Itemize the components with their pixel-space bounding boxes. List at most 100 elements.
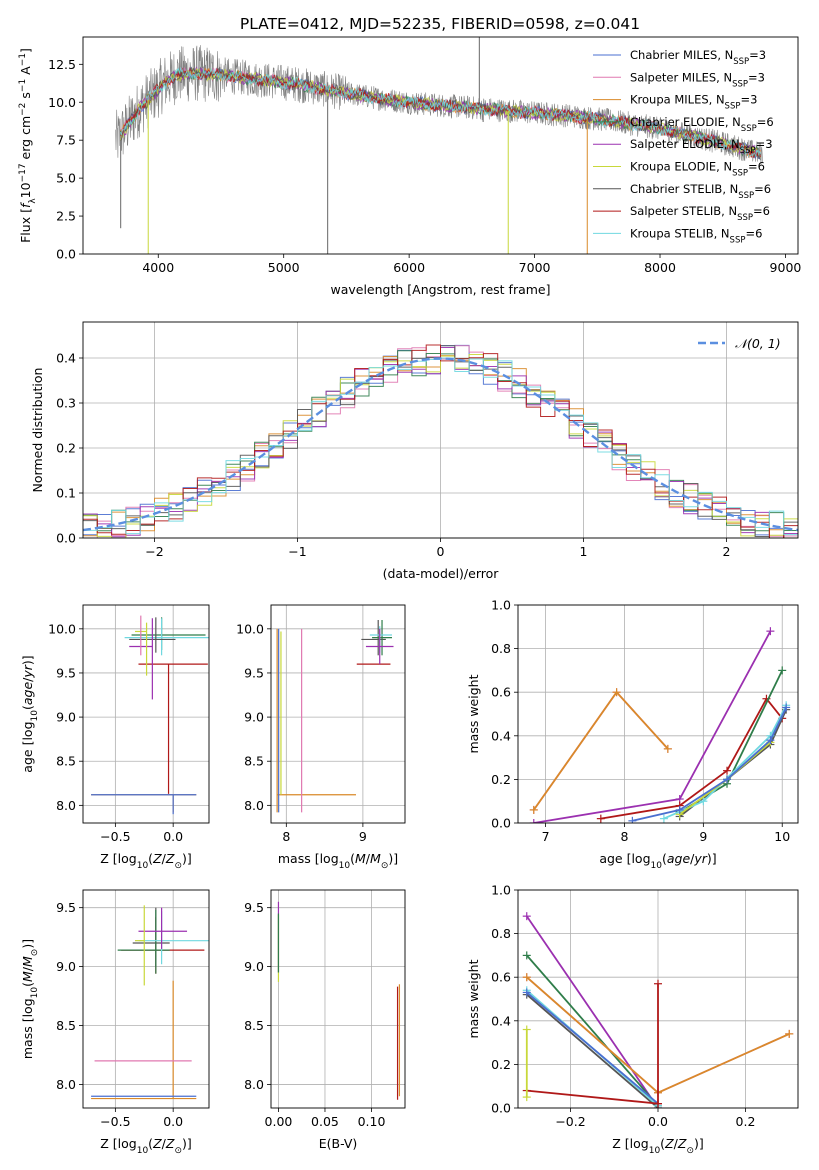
- axes-frame: [270, 889, 406, 1109]
- plot-area: [83, 344, 798, 538]
- label-part: )]: [182, 1136, 192, 1151]
- y-tick-label: 9.0: [244, 710, 264, 725]
- normal-curve: [83, 357, 798, 532]
- label-part: (: [20, 982, 35, 987]
- label-part: yr: [693, 851, 707, 866]
- plot-area: [91, 905, 209, 1100]
- label-part: M: [20, 971, 35, 982]
- y-axis-label: age [log10(age/yr)]: [20, 655, 40, 772]
- x-tick-label: 4000: [142, 260, 174, 275]
- y-tick-label: 1.0: [491, 883, 511, 898]
- legend-tail: =3: [748, 70, 765, 84]
- x-tick-label: −0.5: [100, 1114, 130, 1129]
- plot-area: [276, 620, 394, 813]
- legend-sub: SSP: [725, 102, 741, 112]
- y-tick-label: 8.0: [244, 1077, 264, 1092]
- legend-entry: Kroupa STELIB, NSSP=6: [630, 226, 762, 245]
- label-part: age: [667, 851, 691, 866]
- legend-tail: =6: [757, 115, 774, 129]
- axes-frame: [82, 889, 210, 1109]
- axes-frame: [82, 321, 799, 539]
- weight-series-line: [526, 993, 659, 1108]
- y-tick-label: 8.0: [244, 798, 264, 813]
- y-tick-label: 9.0: [56, 959, 76, 974]
- x-tick-label: 9000: [770, 260, 802, 275]
- label-part: −1: [18, 53, 28, 66]
- x-tick-label: 0.2: [736, 1114, 756, 1129]
- label-part: ⊙: [381, 861, 389, 871]
- axes-frame: [517, 889, 799, 1109]
- y-tick-label: 10.0: [48, 95, 76, 110]
- spectrum-chart: 4000 5000 6000 7000 8000 9000 0.0 2.5 5.0 7.5 10.0…: [18, 36, 802, 297]
- label-part: Flux [: [18, 208, 33, 243]
- y-axis-label: mass weight: [466, 959, 481, 1038]
- axes-frame: [82, 36, 799, 255]
- x-axis-label: E(B-V): [319, 1136, 358, 1151]
- y-tick-label: 0.8: [491, 926, 511, 941]
- label-part: age [log: [20, 721, 35, 772]
- label-part: age: [20, 682, 35, 706]
- label-part: /: [162, 1136, 167, 1151]
- label-part: −1: [18, 79, 28, 92]
- chart-layer: 4000 5000 6000 7000 8000 90000.02.55.07.510.0…: [18, 36, 802, 1156]
- legend-tail: =6: [753, 204, 770, 218]
- label-part: M: [20, 956, 35, 967]
- legend-entry: Chabrier MILES, NSSP=3: [630, 48, 766, 67]
- x-tick-label: 8: [282, 829, 290, 844]
- figure-title: PLATE=0412, MJD=52235, FIBERID=0598, z=0…: [240, 15, 640, 33]
- label-part: 10: [30, 987, 40, 999]
- x-tick-label: 0.0: [648, 1114, 668, 1129]
- label-part: )]: [707, 851, 717, 866]
- legend-entry: Chabrier ELODIE, NSSP=6: [630, 115, 774, 134]
- y-tick-label: 9.5: [56, 665, 76, 680]
- legend-label: Salpeter ELODIE, N: [630, 137, 740, 151]
- label-part: /: [20, 677, 35, 682]
- legend-sub: SSP: [733, 57, 749, 67]
- x-axis-label: (data-model)/error: [383, 566, 500, 581]
- y-tick-label: 8.0: [56, 798, 76, 813]
- label-part: age [log: [599, 851, 650, 866]
- label-part: f: [18, 202, 33, 208]
- legend-entry: Salpeter STELIB, NSSP=6: [630, 204, 770, 223]
- y-axis-label: mass [log10(M/M⊙)]: [20, 939, 40, 1059]
- x-tick-label: 9: [359, 829, 367, 844]
- y-tick-label: 0.3: [56, 396, 76, 411]
- y-tick-label: 0.6: [491, 685, 511, 700]
- legend-label: Kroupa MILES, N: [630, 93, 725, 107]
- legend-tail: =6: [754, 182, 771, 196]
- x-tick-label: −1: [288, 544, 306, 559]
- x-tick-label: 0.0: [163, 829, 183, 844]
- legend-label: Chabrier STELIB, N: [630, 182, 738, 196]
- age_vs_Z-chart: −0.5 0.08.08.59.09.510.0Z [log10(Z/Z⊙)]ag…: [20, 604, 210, 871]
- label-part: (: [662, 851, 667, 866]
- y-tick-label: 0.6: [491, 970, 511, 985]
- x-axis-label: wavelength [Angstrom, rest frame]: [330, 282, 550, 297]
- y-tick-label: 9.5: [244, 665, 264, 680]
- y-tick-label: 8.0: [56, 1077, 76, 1092]
- label-part: (: [660, 1136, 665, 1151]
- label-part: Z: [165, 851, 175, 866]
- label-part: Z: [664, 1136, 674, 1151]
- x-tick-label: 8: [621, 829, 629, 844]
- label-part: (: [148, 851, 153, 866]
- x-tick-label: 9: [699, 829, 707, 844]
- legend-sub: SSP: [730, 235, 746, 245]
- legend-sub: SSP: [740, 146, 756, 156]
- label-part: yr: [20, 664, 35, 678]
- y-axis-label: Normed distribution: [30, 368, 45, 493]
- mass_vs_Z-chart: −0.5 0.08.08.59.09.5Z [log10(Z/Z⊙)]mass […: [20, 889, 210, 1156]
- x-tick-label: 1: [580, 544, 588, 559]
- label-part: Z: [152, 851, 162, 866]
- label-part: /: [674, 1136, 679, 1151]
- y-tick-label: 0.2: [491, 772, 511, 787]
- legend-tail: =6: [748, 160, 765, 174]
- label-part: ⊙: [174, 861, 182, 871]
- label-part: λ: [28, 198, 38, 204]
- weight-series-line: [526, 954, 659, 1107]
- label-part: 10: [651, 861, 663, 871]
- x-axis-label: Z [log10(Z/Z⊙)]: [100, 851, 192, 871]
- x-tick-label: 0.0: [163, 1114, 183, 1129]
- y-tick-label: 9.5: [244, 900, 264, 915]
- y-tick-label: 8.5: [244, 1018, 264, 1033]
